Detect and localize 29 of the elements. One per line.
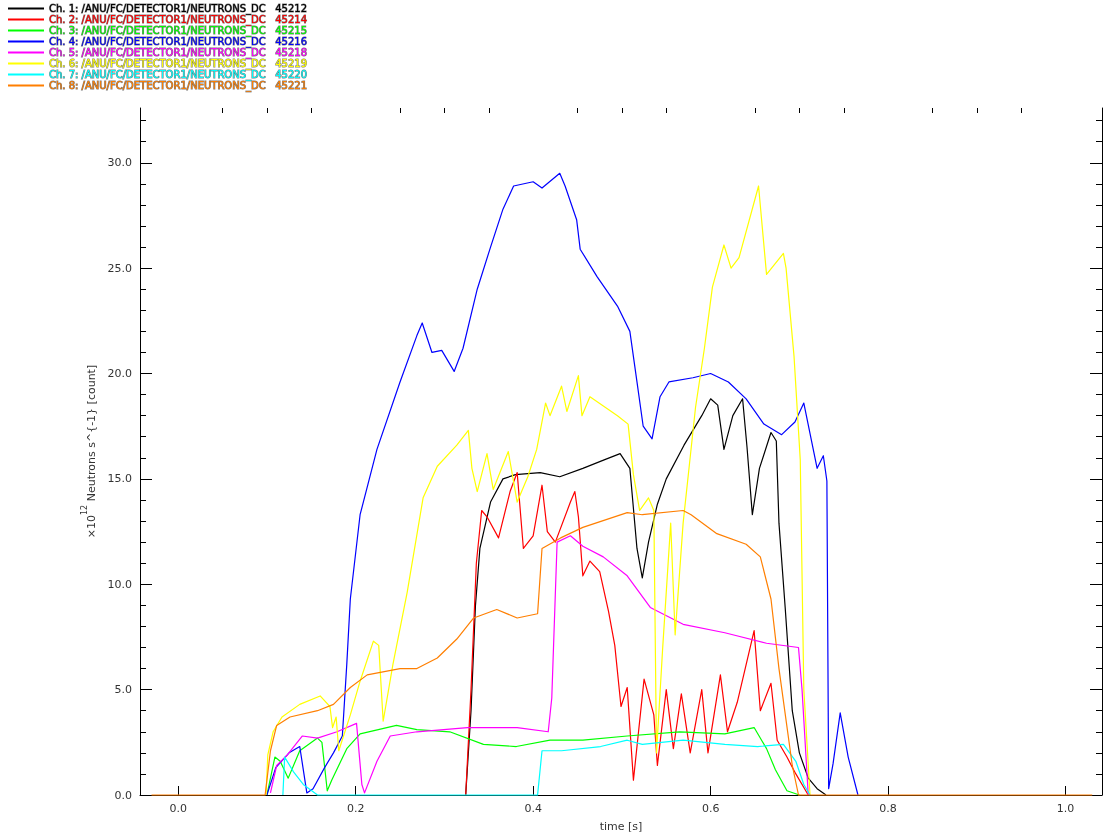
y-tick-label: 30.0 <box>107 156 132 170</box>
y-tick-label: 10.0 <box>107 577 132 591</box>
legend-label: Ch. 3: /ANU/FC/DETECTOR1/NEUTRONS_DC 45215 <box>49 25 308 37</box>
x-tick-label: 0.0 <box>169 802 187 815</box>
x-tick-label: 0.6 <box>701 802 720 815</box>
line-series <box>266 724 800 796</box>
legend-label: Ch. 2: /ANU/FC/DETECTOR1/NEUTRONS_DC 45214 <box>49 14 308 26</box>
line-series <box>269 535 809 796</box>
legend-label: Ch. 1: /ANU/FC/DETECTOR1/NEUTRONS_DC 45212 <box>49 3 308 15</box>
y-tick-label: 25.0 <box>107 261 132 275</box>
x-tick-label: 0.4 <box>524 802 542 815</box>
legend-label: Ch. 8: /ANU/FC/DETECTOR1/NEUTRONS_DC 45221 <box>49 80 308 92</box>
x-tick-label: 0.8 <box>879 802 897 815</box>
x-axis-title: time [s] <box>599 820 643 833</box>
x-tick-label: 0.2 <box>346 802 365 815</box>
y-tick-label: 0.0 <box>114 788 132 802</box>
x-tick-label: 1.0 <box>1056 802 1075 815</box>
legend-label: Ch. 7: /ANU/FC/DETECTOR1/NEUTRONS_DC 45220 <box>49 69 308 81</box>
legend-label: Ch. 4: /ANU/FC/DETECTOR1/NEUTRONS_DC 45216 <box>49 36 308 48</box>
y-tick-label: 20.0 <box>107 367 132 381</box>
line-series <box>465 398 827 796</box>
y-tick-label: 5.0 <box>114 683 132 697</box>
line-series <box>465 471 809 796</box>
line-series <box>282 739 811 796</box>
legend-label: Ch. 6: /ANU/FC/DETECTOR1/NEUTRONS_DC 45219 <box>49 58 308 70</box>
line-series <box>150 509 1093 796</box>
legend-label: Ch. 5: /ANU/FC/DETECTOR1/NEUTRONS_DC 45218 <box>49 47 308 59</box>
y-tick-label: 15.0 <box>107 472 132 486</box>
y-axis-title: ×1012 Neutrons s^{-1} [count] <box>80 364 98 539</box>
